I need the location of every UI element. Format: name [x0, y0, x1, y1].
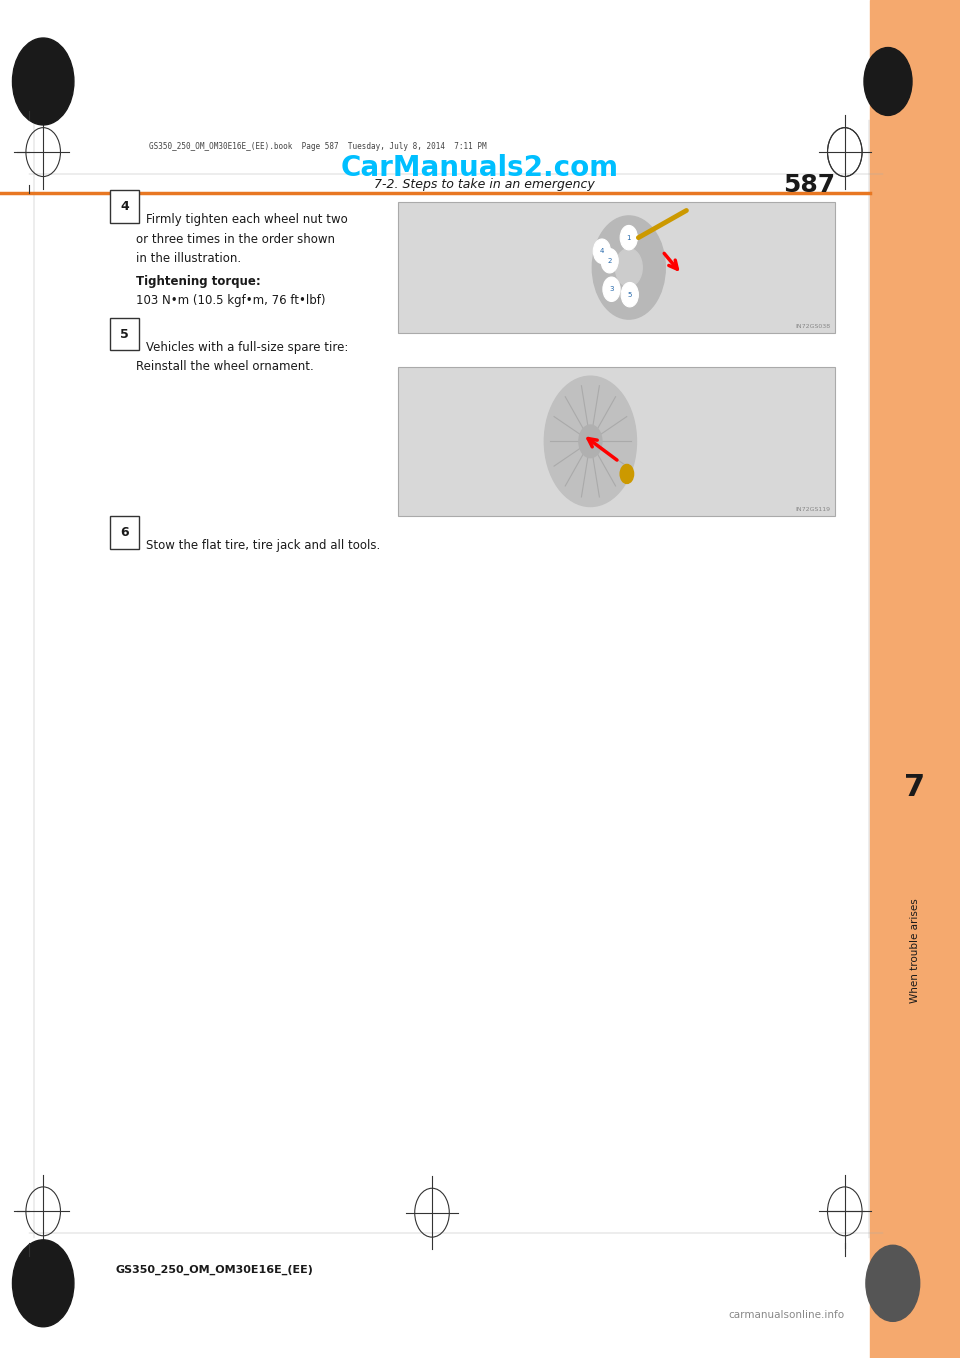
Text: CarManuals2.com: CarManuals2.com: [341, 155, 619, 182]
Circle shape: [620, 464, 634, 483]
Text: or three times in the order shown: or three times in the order shown: [136, 232, 335, 246]
Circle shape: [12, 38, 74, 125]
Text: 4: 4: [120, 200, 130, 213]
FancyBboxPatch shape: [110, 318, 139, 350]
FancyBboxPatch shape: [110, 190, 139, 223]
Circle shape: [864, 48, 912, 115]
Text: 1: 1: [627, 235, 631, 240]
Text: 7: 7: [904, 773, 925, 803]
Text: 5: 5: [628, 292, 632, 297]
Text: Firmly tighten each wheel nut two: Firmly tighten each wheel nut two: [146, 213, 348, 227]
Text: 587: 587: [783, 172, 835, 197]
Text: GS350_250_OM_OM30E16E_(EE): GS350_250_OM_OM30E16E_(EE): [115, 1264, 313, 1275]
Text: Reinstall the wheel ornament.: Reinstall the wheel ornament.: [136, 360, 314, 373]
FancyBboxPatch shape: [110, 516, 139, 549]
Circle shape: [12, 1240, 74, 1327]
Text: 3: 3: [610, 287, 613, 292]
Text: 5: 5: [120, 327, 130, 341]
Circle shape: [615, 249, 642, 287]
Text: GS350_250_OM_OM30E16E_(EE).book  Page 587  Tuesday, July 8, 2014  7:11 PM: GS350_250_OM_OM30E16E_(EE).book Page 587…: [149, 143, 487, 151]
Bar: [398, 367, 835, 516]
Text: carmanualsonline.info: carmanualsonline.info: [729, 1309, 845, 1320]
Circle shape: [592, 216, 665, 319]
Bar: [398, 202, 835, 333]
Circle shape: [544, 376, 636, 507]
Text: 6: 6: [121, 526, 129, 539]
Circle shape: [620, 225, 637, 250]
Circle shape: [603, 277, 620, 301]
Text: When trouble arises: When trouble arises: [910, 898, 920, 1004]
Circle shape: [593, 239, 611, 263]
Text: Vehicles with a full-size spare tire:: Vehicles with a full-size spare tire:: [146, 341, 348, 354]
Text: 4: 4: [600, 249, 604, 254]
Circle shape: [621, 282, 638, 307]
Text: 2: 2: [608, 258, 612, 263]
Text: IN72GS038: IN72GS038: [795, 323, 830, 329]
Text: Tightening torque:: Tightening torque:: [136, 274, 261, 288]
Bar: [870, 0, 960, 1358]
Circle shape: [866, 1245, 920, 1321]
Text: IN72GS119: IN72GS119: [795, 507, 830, 512]
Circle shape: [601, 249, 618, 273]
Text: Stow the flat tire, tire jack and all tools.: Stow the flat tire, tire jack and all to…: [146, 539, 380, 553]
Circle shape: [579, 425, 602, 458]
Text: in the illustration.: in the illustration.: [136, 251, 242, 265]
Text: 7-2. Steps to take in an emergency: 7-2. Steps to take in an emergency: [374, 178, 595, 191]
Text: 103 N•m (10.5 kgf•m, 76 ft•lbf): 103 N•m (10.5 kgf•m, 76 ft•lbf): [136, 293, 325, 307]
